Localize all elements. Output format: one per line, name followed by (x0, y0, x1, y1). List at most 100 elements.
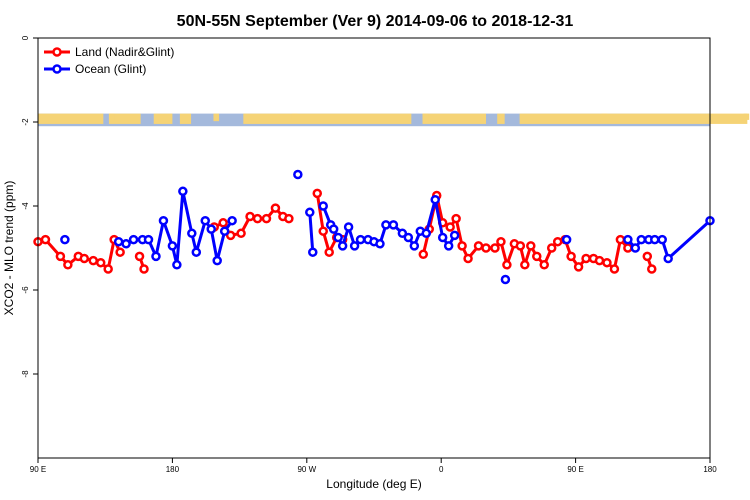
data-point (261, 213, 272, 224)
data-point (218, 218, 228, 228)
data-point (388, 220, 399, 230)
data-point (546, 243, 557, 253)
land-segment (179, 113, 192, 124)
data-point (252, 213, 263, 224)
y-axis-label: XCO2 - MLO trend (ppm) (2, 181, 16, 316)
data-point (463, 253, 473, 264)
data-point (88, 255, 99, 266)
data-point (333, 232, 343, 243)
x-tick-label: 90 W (297, 465, 316, 474)
data-point (151, 251, 161, 262)
data-point (623, 243, 633, 253)
land-ocean-strip (38, 113, 750, 127)
data-point (324, 247, 334, 257)
data-point (630, 243, 641, 253)
data-point (227, 215, 237, 226)
data-point (615, 234, 626, 245)
data-point (270, 203, 281, 213)
data-point (502, 260, 512, 270)
land-segment (743, 113, 750, 120)
data-point (381, 220, 391, 230)
data-point (445, 222, 455, 232)
data-point (206, 224, 216, 234)
land-segment (422, 113, 429, 120)
data-point (128, 234, 139, 245)
data-point (375, 239, 385, 249)
data-point (409, 241, 420, 251)
data-point (403, 232, 414, 243)
data-point (40, 234, 51, 245)
data-point (143, 234, 154, 245)
data-point (60, 234, 70, 245)
data-point (526, 241, 536, 251)
land-segment (153, 113, 173, 124)
y-tick-label: 0 (21, 35, 30, 40)
data-point (602, 257, 612, 268)
data-point (178, 186, 188, 197)
series-line (321, 198, 456, 248)
data-point (418, 249, 429, 260)
data-point (293, 169, 303, 180)
data-point (355, 234, 366, 245)
data-point (318, 226, 328, 236)
land-segment (601, 113, 608, 121)
data-point (172, 260, 182, 270)
legend-ocean-marker (52, 64, 62, 74)
legend-land-label: Land (Nadir&Glint) (75, 45, 174, 59)
data-point (225, 230, 236, 241)
plot-frame (37, 37, 711, 459)
data-point (397, 228, 408, 239)
land-segment (108, 113, 115, 121)
data-point (113, 236, 124, 247)
data-point (539, 260, 549, 270)
y-tick-label: -8 (21, 370, 30, 378)
land-segment (422, 113, 486, 124)
y-tick-label: -6 (21, 286, 30, 294)
data-point (581, 253, 591, 264)
legend-ocean-label: Ocean (Glint) (75, 62, 146, 76)
data-point (139, 264, 149, 274)
data-point (594, 255, 605, 266)
data-point (561, 234, 572, 245)
data-point (647, 264, 657, 274)
data-point (649, 234, 660, 245)
x-tick-label: 0 (439, 465, 444, 474)
data-point (115, 247, 125, 257)
data-point (623, 234, 633, 245)
data-point (636, 234, 647, 245)
land-segment (243, 113, 412, 124)
data-point (337, 241, 348, 251)
data-point (158, 215, 169, 226)
data-point (520, 260, 530, 270)
data-point (552, 236, 563, 247)
data-point (473, 241, 484, 251)
data-point (443, 241, 454, 251)
series-line (308, 212, 315, 253)
data-point (103, 264, 113, 274)
x-axis-label: Longitude (deg E) (326, 477, 421, 491)
data-point (200, 215, 211, 226)
data-point (449, 230, 460, 241)
data-point (95, 257, 106, 268)
data-point (532, 251, 542, 262)
data-point (219, 226, 230, 236)
data-point (134, 251, 145, 262)
data-point (437, 232, 448, 243)
y-axis: 0 -2 -4 -6 -8 (21, 35, 38, 378)
data-point (308, 247, 318, 257)
data-point (245, 211, 255, 222)
data-point (63, 260, 73, 270)
data-point (187, 228, 197, 239)
y-tick-label: -2 (21, 118, 30, 126)
data-point (318, 201, 328, 211)
series-land (33, 188, 657, 274)
data-point (663, 253, 673, 264)
data-point (236, 228, 246, 239)
data-point (79, 253, 90, 264)
data-point (312, 188, 323, 199)
x-tick-label: 90 E (30, 465, 46, 474)
data-point (191, 247, 202, 257)
legend-land-marker (52, 47, 62, 57)
data-point (305, 207, 315, 218)
